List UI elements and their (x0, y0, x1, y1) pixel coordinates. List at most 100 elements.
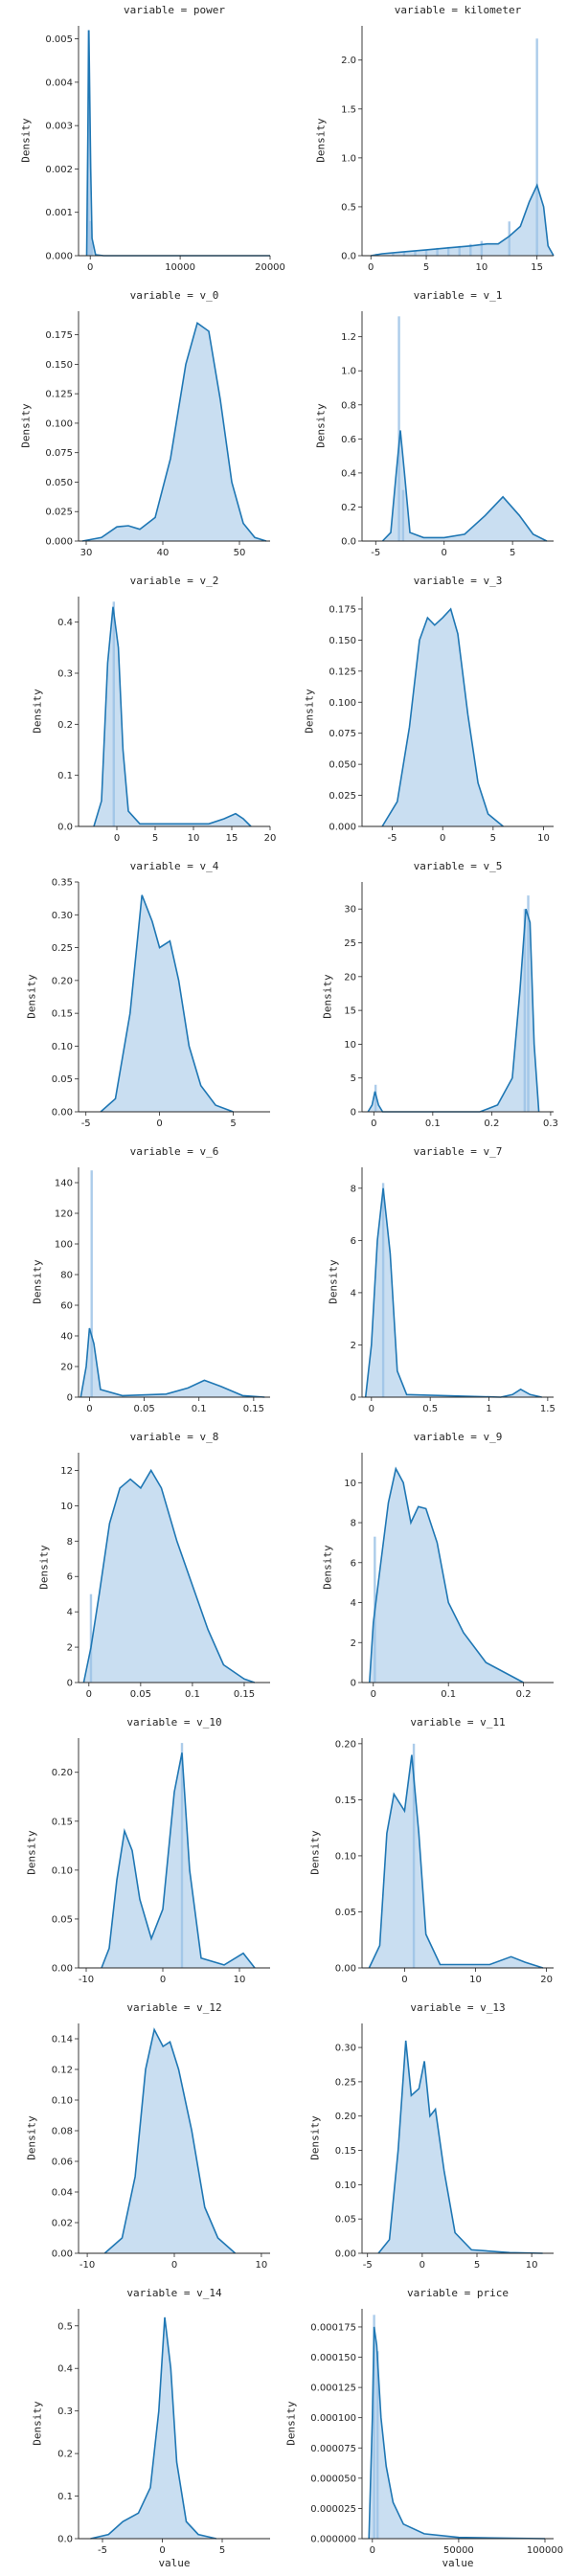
kde-line (103, 2027, 237, 2254)
panel-title: variable = price (407, 2287, 509, 2299)
panel-title: variable = v_1 (413, 289, 503, 302)
y-tick-label: 0.00 (335, 1964, 356, 1975)
y-tick-label: 0.003 (45, 122, 73, 132)
y-tick-label: 0.02 (52, 2219, 73, 2229)
y-tick-label: 5 (351, 1073, 356, 1084)
x-tick-label: 0 (114, 833, 120, 844)
y-tick-label: 0.004 (45, 78, 73, 88)
y-tick-label: 0.06 (52, 2158, 73, 2168)
y-axis-label: Density (31, 689, 44, 734)
x-tick-label: 0.5 (422, 1404, 438, 1414)
x-tick-label: 10 (469, 1975, 482, 1985)
y-tick-label: 2 (351, 1341, 356, 1351)
y-tick-label: 0.050 (45, 478, 73, 488)
y-tick-label: 0.05 (335, 2215, 356, 2226)
y-axis-label: Density (303, 689, 316, 734)
x-tick-label: 0 (371, 1119, 376, 1129)
panel-title: variable = v_9 (413, 1431, 503, 1443)
facet-panel: variable = v_10 0.00 0.05 0.10 0.15 0.20 -10 0 1… (0, 1712, 284, 1998)
x-tick-label: 10000 (165, 262, 195, 273)
x-tick-label: 10 (526, 2260, 538, 2271)
y-tick-label: 0.00 (52, 1108, 73, 1119)
y-tick-label: 0.075 (329, 729, 356, 739)
x-tick-label: 0 (371, 1689, 376, 1700)
density-plot: 0 2 4 6 8 10 0 0.1 0.2 (344, 1453, 554, 1700)
x-tick-label: 0.3 (543, 1119, 558, 1129)
y-tick-label: 0.15 (335, 2146, 356, 2157)
y-tick-label: 0.15 (335, 1796, 356, 1806)
y-tick-label: 0.4 (57, 2364, 73, 2375)
density-plot: 0.00 0.05 0.10 0.15 0.20 -10 0 10 (52, 1738, 270, 1985)
y-axis-label: Density (321, 1545, 334, 1590)
y-axis-label: Density (31, 1259, 44, 1304)
kde-line (82, 1468, 256, 1683)
y-tick-label: 0.05 (52, 1074, 73, 1085)
density-plot: 0.00 0.05 0.10 0.15 0.20 0 10 20 (335, 1738, 554, 1985)
y-tick-label: 4 (67, 1608, 73, 1618)
y-tick-label: 0.14 (52, 2035, 73, 2045)
y-tick-label: 0.20 (52, 1768, 73, 1778)
y-axis-label: Density (308, 1830, 322, 1875)
facet-panel: variable = kilometer 0.0 0.5 1.0 1.5 2.0 0 5 10 1… (284, 0, 567, 285)
y-axis-label: Density (19, 403, 33, 448)
panel-title: variable = v_7 (413, 1145, 503, 1158)
x-tick-label: 10 (475, 262, 488, 273)
panel-title: variable = v_0 (129, 289, 219, 302)
kde-area (86, 30, 270, 256)
density-plot: 0 2 4 6 8 10 12 0 0.05 0.1 0.15 (60, 1453, 270, 1700)
facet-panel: variable = v_13 0.00 0.05 0.10 0.15 0.20 0.25 0… (284, 1998, 567, 2283)
x-tick-label: -5 (81, 1119, 91, 1129)
y-tick-label: 20 (60, 1363, 73, 1373)
y-tick-label: 0.04 (52, 2188, 73, 2199)
y-tick-label: 0.00 (335, 2249, 356, 2260)
y-tick-label: 0.10 (52, 1865, 73, 1876)
y-tick-label: 1.0 (341, 153, 356, 164)
y-tick-label: 100 (55, 1240, 73, 1251)
panel-title: variable = v_2 (129, 575, 219, 587)
y-tick-label: 0.175 (45, 330, 73, 341)
y-tick-label: 0.000150 (310, 2353, 356, 2363)
x-tick-label: 10 (188, 833, 200, 844)
y-tick-label: 0.20 (335, 1739, 356, 1750)
y-tick-label: 0.10 (52, 1042, 73, 1052)
facet-panel: variable = v_3 0.000 0.025 0.050 0.075 0.100 0… (284, 571, 567, 856)
y-tick-label: 20 (344, 972, 356, 983)
y-tick-label: 25 (344, 938, 356, 949)
kde-area (369, 1468, 524, 1683)
y-tick-label: 30 (344, 905, 356, 915)
kde-area (371, 185, 554, 256)
y-tick-label: 0.000175 (310, 2322, 356, 2333)
panel-title: variable = v_3 (413, 575, 503, 587)
y-tick-label: 0 (351, 1108, 356, 1119)
y-tick-label: 8 (67, 1537, 73, 1548)
y-tick-label: 60 (60, 1301, 73, 1312)
x-tick-label: 0.2 (516, 1689, 532, 1700)
y-tick-label: 0.2 (57, 720, 73, 731)
y-axis-label: Density (327, 1259, 340, 1304)
y-axis-label: Density (19, 118, 33, 163)
density-plot: 0.0 0.2 0.4 0.6 0.8 1.0 1.2 -5 0 5 (341, 311, 554, 558)
kde-line (85, 30, 270, 257)
y-tick-label: 2.0 (341, 56, 356, 66)
x-tick-label: 0.1 (192, 1404, 207, 1414)
y-tick-label: 0.0 (341, 252, 356, 262)
y-tick-label: 0.12 (52, 2066, 73, 2076)
x-tick-label: 5 (423, 262, 429, 273)
y-tick-label: 2 (351, 1638, 356, 1649)
x-tick-label: 0.1 (425, 1119, 441, 1129)
x-tick-label: 5 (219, 2545, 225, 2556)
density-plot: 0.00 0.05 0.10 0.15 0.20 0.25 0.30 0.35 -5 0 5 (52, 878, 270, 1129)
kde-area (368, 909, 539, 1112)
y-tick-label: 15 (344, 1006, 356, 1017)
x-tick-label: 0.1 (441, 1689, 456, 1700)
y-tick-label: 8 (351, 1184, 356, 1194)
y-tick-label: 0.1 (57, 2492, 73, 2502)
kde-line (368, 2326, 546, 2540)
y-tick-label: 0.075 (45, 448, 73, 459)
y-tick-label: 4 (351, 1598, 356, 1609)
kde-line (93, 606, 252, 827)
panel-title: variable = v_11 (410, 1716, 506, 1729)
panel-title: variable = v_5 (413, 860, 503, 872)
facet-panel: variable = v_14 0.0 0.1 0.2 0.3 0.4 0.5 -5 0 5 Den… (0, 2283, 284, 2569)
y-tick-label: 0 (67, 1393, 73, 1404)
